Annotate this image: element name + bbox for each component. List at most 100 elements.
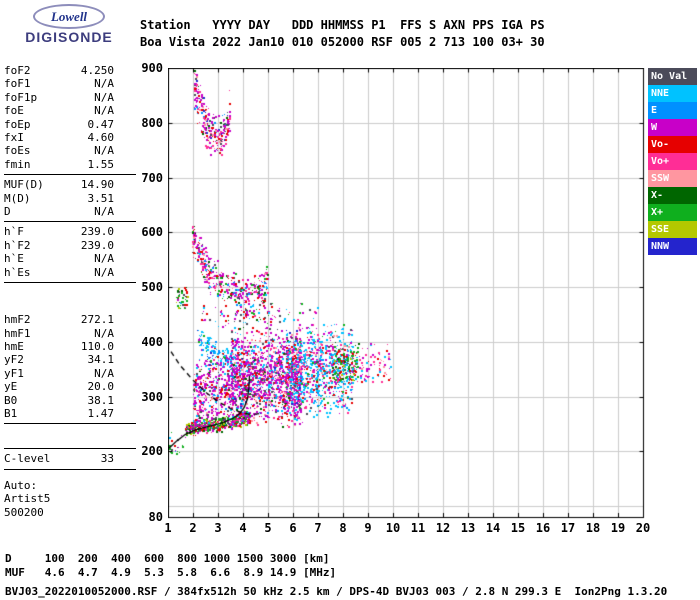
parameter-yf1: yF1 N/A xyxy=(4,367,114,380)
parameter-value: 14.90 xyxy=(80,178,114,192)
parameter-fof1: foF1 N/A xyxy=(4,77,114,90)
ionogram-plot-canvas xyxy=(168,68,645,519)
parameter-name: M(D) xyxy=(4,191,31,205)
parameter-value: 272.1 xyxy=(80,313,114,327)
legend-item-e: E xyxy=(648,102,697,119)
parameter-group: C-level 33 xyxy=(4,452,136,465)
parameter-group: Auto: Artist5 500200 xyxy=(4,479,136,519)
parameter-fof1p: foF1p N/A xyxy=(4,91,114,104)
legend-item-nnw: NNW xyxy=(648,238,697,255)
x-tick-label-15: 15 xyxy=(510,521,526,535)
logo-lowell-text: Lowell xyxy=(50,9,88,24)
x-tick-label-16: 16 xyxy=(535,521,551,535)
parameter-b1: B1 1.47 xyxy=(4,407,114,420)
parameter-mufd: MUF(D) 14.90 xyxy=(4,178,114,191)
parameter-value: 239.0 xyxy=(80,238,114,252)
logo-digisonde-text: DIGISONDE xyxy=(25,29,113,45)
parameter-name: fmin xyxy=(4,157,31,171)
parameter-group: MUF(D) 14.90 M(D) 3.51 D N/A xyxy=(4,178,136,218)
header-line2: Boa Vista 2022 Jan10 010 052000 RSF 005 … xyxy=(140,35,545,49)
parameter-value: N/A xyxy=(94,104,114,118)
panel-divider xyxy=(4,174,136,176)
panel-divider xyxy=(4,468,136,470)
parameter-value: 38.1 xyxy=(87,393,115,407)
parameter-value: 0.47 xyxy=(87,117,115,131)
parameter-name: hmF2 xyxy=(4,313,31,327)
parameter-name: foEs xyxy=(4,144,31,158)
parameter-group: hmF2 272.1 hmF1 N/A hmE 110.0 yF2 34.1 yF1 N/A yE 2… xyxy=(4,313,136,420)
parameter-b0: B0 38.1 xyxy=(4,394,114,407)
parameter-value: N/A xyxy=(94,144,114,158)
parameter-name: foE xyxy=(4,104,24,118)
parameter-name: h`Es xyxy=(4,265,31,279)
legend-item-x: X+ xyxy=(648,204,697,221)
parameter-he: h`E N/A xyxy=(4,252,114,265)
parameter-artist5: Artist5 xyxy=(4,492,114,505)
parameter-name: C-level xyxy=(4,452,51,466)
parameter-fxi: fxI 4.60 xyxy=(4,131,114,144)
x-tick-label-14: 14 xyxy=(485,521,501,535)
parameter-foep: foEp 0.47 xyxy=(4,118,114,131)
x-tick-label-18: 18 xyxy=(585,521,601,535)
parameter-name: MUF(D) xyxy=(4,178,44,192)
panel-divider xyxy=(4,448,136,450)
panel-divider xyxy=(4,282,136,284)
lowell-digisonde-logo: Lowell DIGISONDE xyxy=(6,4,132,45)
x-tick-label-3: 3 xyxy=(214,521,222,535)
parameter-d: D N/A xyxy=(4,205,114,218)
x-tick-label-5: 5 xyxy=(264,521,272,535)
y-tick-label-800: 800 xyxy=(141,115,163,130)
y-tick-label-400: 400 xyxy=(141,334,163,349)
parameter-name: Auto: xyxy=(4,478,38,492)
x-tick-label-6: 6 xyxy=(289,521,297,535)
parameter-value: 110.0 xyxy=(80,339,114,353)
parameter-fof2: foF2 4.250 xyxy=(4,64,114,77)
parameter-value: N/A xyxy=(94,205,114,219)
parameter-name: foEp xyxy=(4,117,31,131)
y-tick-label-700: 700 xyxy=(141,170,163,185)
parameter-foes: foEs N/A xyxy=(4,144,114,157)
parameter-name: 500200 xyxy=(4,505,44,519)
parameter-name: yE xyxy=(4,380,18,394)
parameter-hme: hmE 110.0 xyxy=(4,340,114,353)
parameter-fmin: fmin 1.55 xyxy=(4,158,114,171)
parameter-clevel: C-level 33 xyxy=(4,452,114,465)
y-tick-label-80: 80 xyxy=(148,510,163,524)
parameter-value: N/A xyxy=(94,326,114,340)
panel-divider xyxy=(4,423,136,425)
parameter-name: Artist5 xyxy=(4,492,51,506)
legend-item-noval: No Val xyxy=(648,68,697,85)
parameter-name: h`F xyxy=(4,225,24,239)
parameter-hes: h`Es N/A xyxy=(4,266,114,279)
parameter-value: 33 xyxy=(100,452,114,466)
parameter-name: hmF1 xyxy=(4,326,31,340)
parameter-value: 1.55 xyxy=(87,157,115,171)
x-tick-label-9: 9 xyxy=(364,521,372,535)
x-tick-label-1: 1 xyxy=(164,521,172,535)
parameter-name: foF1p xyxy=(4,90,38,104)
x-tick-label-11: 11 xyxy=(410,521,426,535)
x-tick-label-17: 17 xyxy=(560,521,576,535)
parameter-md: M(D) 3.51 xyxy=(4,192,114,205)
x-tick-label-13: 13 xyxy=(460,521,476,535)
legend-item-ssw: SSW xyxy=(648,170,697,187)
parameter-foe: foE N/A xyxy=(4,104,114,117)
parameter-value: 20.0 xyxy=(87,380,115,394)
parameter-value: 34.1 xyxy=(87,353,115,367)
y-tick-label-500: 500 xyxy=(141,280,163,295)
legend-item-sse: SSE xyxy=(648,221,697,238)
legend-item-nne: NNE xyxy=(648,85,697,102)
parameter-value: N/A xyxy=(94,252,114,266)
x-tick-label-2: 2 xyxy=(189,521,197,535)
parameter-group: foF2 4.250 foF1 N/A foF1p N/A foE N/A foEp 0.47 fx… xyxy=(4,64,136,171)
parameter-value: 4.250 xyxy=(80,64,114,77)
x-tick-label-19: 19 xyxy=(610,521,626,535)
legend-item-vo: Vo- xyxy=(648,136,697,153)
parameter-value: N/A xyxy=(94,90,114,104)
x-tick-label-20: 20 xyxy=(635,521,651,535)
x-tick-label-8: 8 xyxy=(339,521,347,535)
legend-item-vo: Vo+ xyxy=(648,153,697,170)
parameter-value: N/A xyxy=(94,265,114,279)
footer-info: BVJ03_2022010052000.RSF / 384fx512h 50 k… xyxy=(5,585,668,598)
